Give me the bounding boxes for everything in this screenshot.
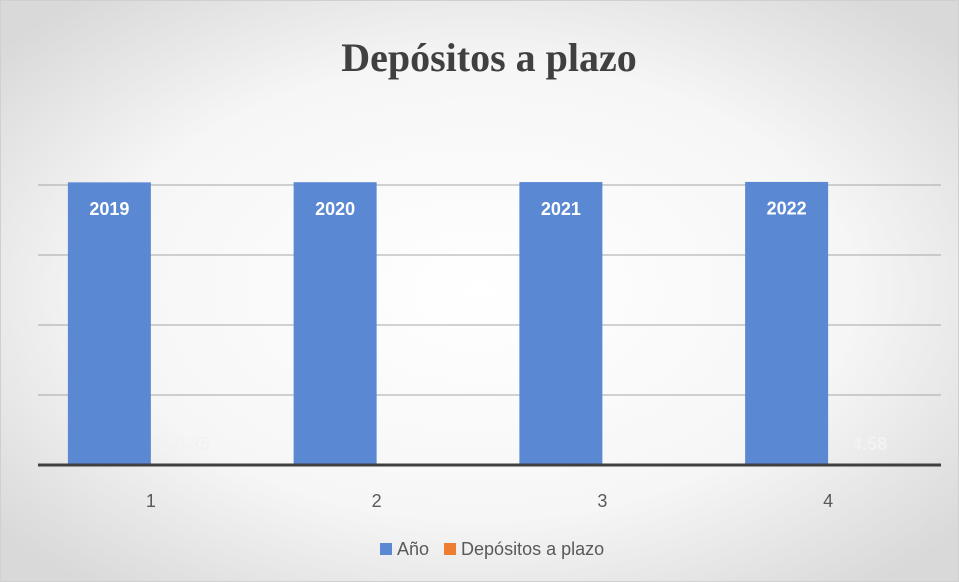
x-tick-label: 4 xyxy=(823,491,833,511)
chart-title: Depósitos a plazo xyxy=(341,35,637,80)
legend-label: Depósitos a plazo xyxy=(461,539,604,559)
legend-swatch xyxy=(444,543,457,555)
bar xyxy=(67,182,151,465)
data-label: 2020 xyxy=(315,199,355,219)
bar xyxy=(745,181,829,466)
data-label: 2022 xyxy=(767,199,807,219)
data-label: 8.35 xyxy=(175,434,210,454)
data-label: 2021 xyxy=(541,199,581,219)
bar xyxy=(293,182,377,465)
x-tick-label: 2 xyxy=(372,491,382,511)
data-label: 2019 xyxy=(89,199,129,219)
data-label: 4.58 xyxy=(852,434,887,454)
x-tick-label: 1 xyxy=(146,491,156,511)
x-tick-label: 3 xyxy=(597,491,607,511)
bar xyxy=(519,182,603,465)
legend-label: Año xyxy=(397,539,429,559)
legend-swatch xyxy=(380,543,392,555)
